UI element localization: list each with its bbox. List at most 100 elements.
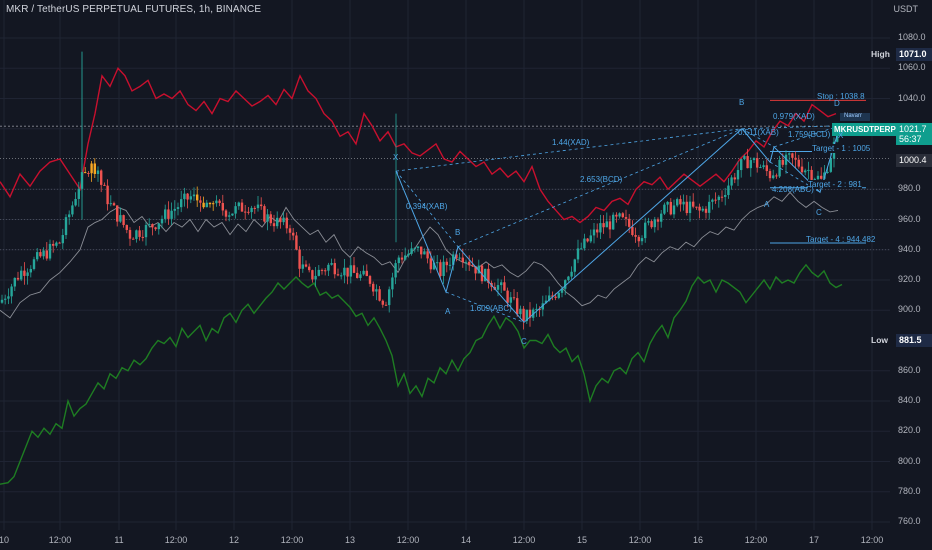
candle-body [202,202,205,208]
candle-body [93,163,96,174]
candle-body [20,270,23,280]
candle-body [228,215,231,217]
candle-body [304,264,308,267]
candle-body [669,201,672,215]
candle-body [327,264,330,271]
candle-body [196,194,199,201]
y-tick-label: 760.0 [898,516,921,526]
candle-body [384,304,388,306]
candle-body [634,234,637,237]
y-tick-label: 900.0 [898,304,921,315]
candle-body [42,250,45,257]
candle-body [807,169,810,171]
candle-body [58,242,61,244]
candle-body [394,263,397,278]
candle-body [375,289,378,292]
candle-body [125,225,128,230]
candle-body [116,205,119,222]
candle-body [288,228,292,233]
candle-body [592,229,596,236]
y-tick-label: 940.0 [898,243,921,254]
candle-body [0,299,4,303]
candle-body [141,236,144,238]
y-tick-label: 1060.0 [898,62,926,73]
candle-body [301,264,304,269]
candle-body [676,199,679,206]
candle-body [186,193,189,200]
candle-body [528,309,532,318]
harmonic1-ratio-line [395,170,459,247]
candle-body [208,202,212,205]
candlesticks [0,51,839,330]
candle-body [509,297,512,303]
candle-body [535,308,538,310]
candle-body [605,221,608,228]
candle-body [340,275,343,277]
candle-body [727,185,730,196]
candle-body [752,158,756,161]
candle-body [589,235,592,242]
candle-body [16,277,20,280]
candle-body [496,285,500,290]
candle-body [234,206,237,214]
harmonic-patterns [395,113,870,324]
candle-body [311,270,314,280]
y-tick-label: 920.0 [898,274,921,284]
candle-body [484,268,487,282]
harmonic2-ratio-line [741,128,775,148]
x-tick-label: 17 [808,535,820,545]
y-tick-label: 1080.0 [898,32,926,42]
candle-body [576,248,580,260]
candle-body [324,270,327,272]
candle-body [413,248,416,250]
y-tick-label: 800.0 [898,455,921,466]
candle-body [45,250,48,259]
candle-body [192,194,196,197]
x-tick-label: 12 [228,535,240,545]
candle-body [685,201,688,214]
candle-body [791,153,794,158]
candle-body [199,200,202,203]
x-tick-label: 10 [0,535,10,545]
candle-body [512,297,516,299]
candle-body [128,229,132,239]
candle-body [794,157,797,160]
candle-body [682,201,685,205]
candle-body [618,213,621,217]
candle-body [672,205,676,215]
x-tick-label: 11 [114,535,124,545]
candle-body [749,160,752,169]
red-indicator-line [0,66,837,224]
candle-body [804,170,807,173]
candle-body [36,252,39,260]
candle-body [826,171,829,173]
candle-body [400,257,404,260]
candle-body [256,204,260,209]
point-x2: X [838,131,844,140]
candle-body [176,207,180,209]
harmonic1-ratio-line [445,291,525,323]
candle-body [724,195,727,197]
candle-body [343,267,346,276]
candle-body [544,300,548,304]
x-tick-label: 12:00 [164,535,188,545]
candle-body [314,275,317,280]
candle-body [711,199,714,202]
candle-body [781,159,784,165]
candle-body [279,217,282,223]
candle-body [487,268,490,283]
candle-body [756,158,759,168]
bcd2-label: 1.759(BCD) [788,130,831,139]
point-d2: D [834,99,840,108]
candle-body [765,165,768,172]
candle-body [480,265,484,282]
candle-body [221,203,224,211]
candle-body [740,159,743,171]
xab1-label: 0.394(XAB) [406,202,448,211]
candle-body [810,169,813,180]
last-price-badge: 1021.7 56:37 [896,123,932,145]
candle-body [397,257,400,264]
candle-body [109,203,112,205]
low-value-badge: 881.5 [896,334,932,347]
